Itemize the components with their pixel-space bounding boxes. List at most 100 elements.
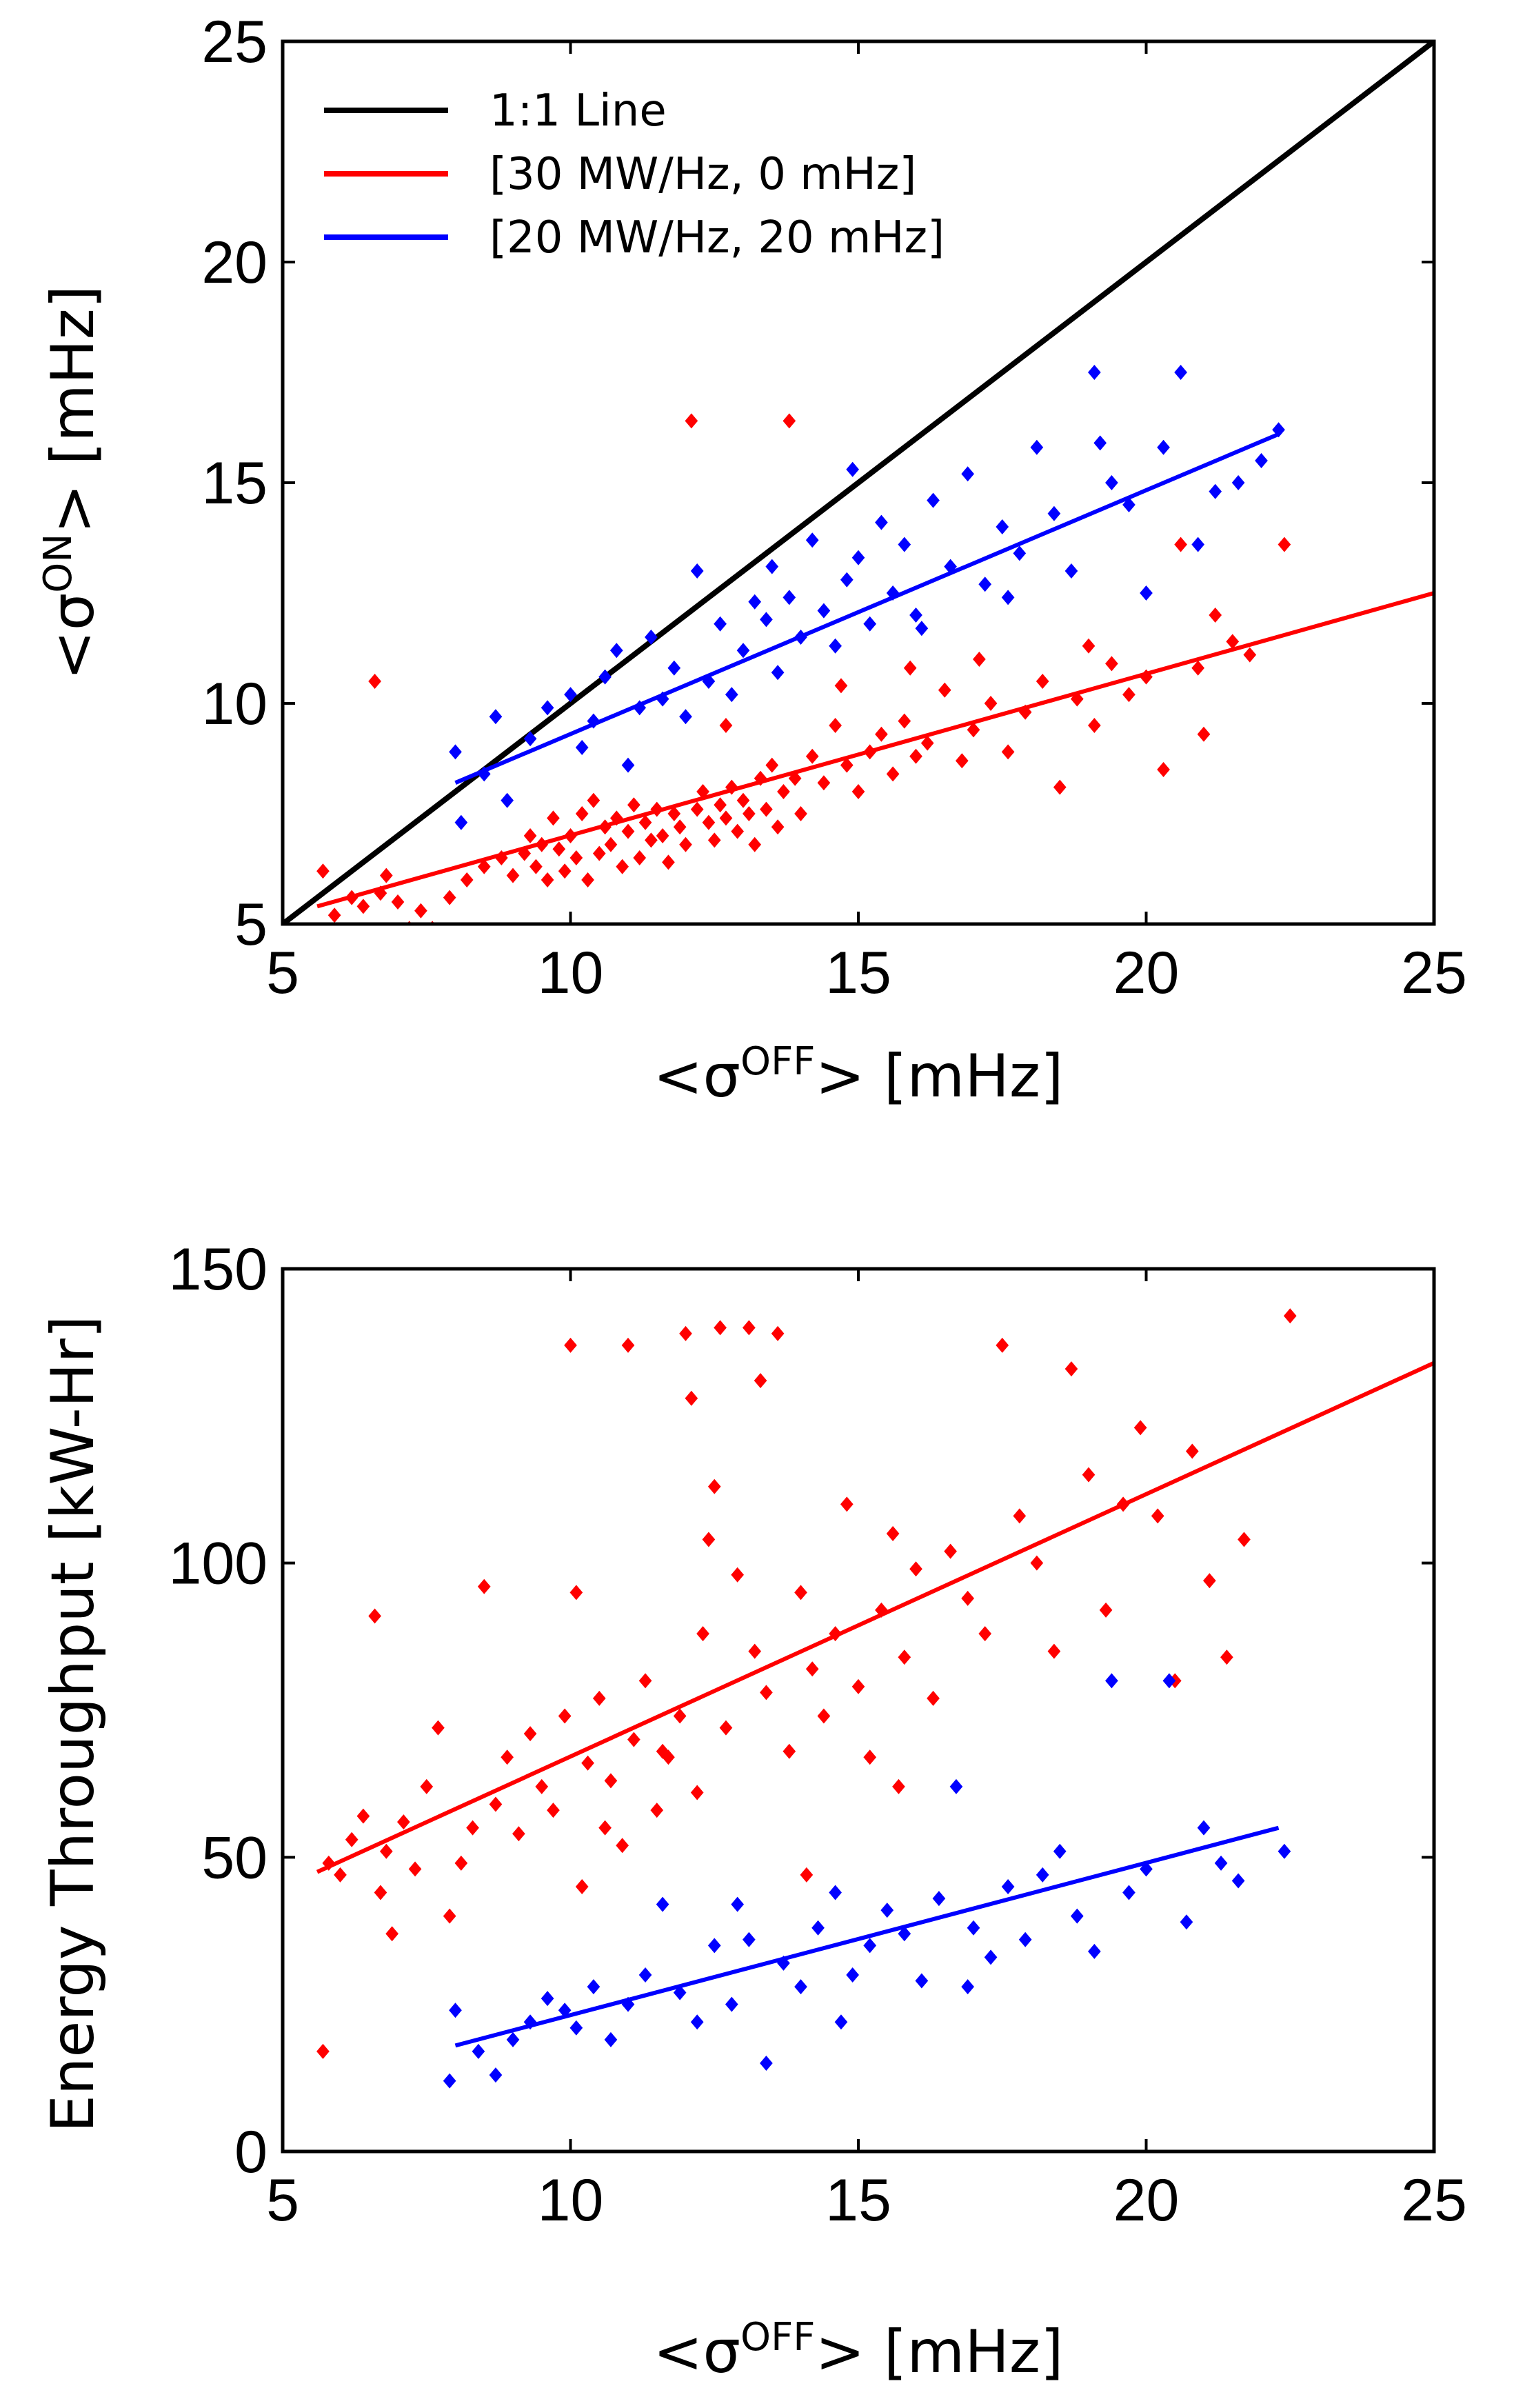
- c1-point-s1-23: [748, 594, 762, 610]
- c2-point-s0-78: [1203, 1573, 1216, 1589]
- c2-point-s1-43: [1180, 1914, 1193, 1930]
- c1-point-s0-52: [725, 779, 738, 795]
- c1-point-s1-44: [1030, 439, 1044, 455]
- c1-point-s0-89: [1157, 762, 1170, 777]
- c1-point-s1-31: [840, 572, 854, 588]
- c2-point-s1-3: [489, 2067, 503, 2083]
- c2-point-s0-54: [829, 1626, 842, 1642]
- c2-point-s1-0: [443, 2073, 456, 2089]
- c1-point-s0-54: [736, 792, 750, 808]
- c2-point-s0-28: [592, 1690, 606, 1706]
- c1-point-s0-39: [650, 801, 664, 817]
- c1-point-s0-87: [1122, 687, 1136, 703]
- c1-point-s1-34: [875, 514, 888, 530]
- c2-point-s1-22: [811, 1920, 825, 1936]
- c2-point-s1-14: [673, 1985, 687, 2000]
- c1-point-s0-90: [1174, 536, 1187, 552]
- c2-xtick-label-3: 20: [1113, 2167, 1180, 2234]
- c2-point-s1-15: [690, 2014, 704, 2030]
- chart2-ticks: 5 10 15 20 25 0 50 100 150: [169, 1236, 1467, 2234]
- c2-point-s0-0: [316, 2043, 330, 2059]
- c2-point-s0-49: [771, 1325, 785, 1341]
- c1-point-s0-45: [685, 413, 698, 429]
- c1-point-s0-13: [477, 859, 491, 874]
- c1-point-s0-94: [1243, 647, 1257, 663]
- c1-point-s0-24: [564, 828, 577, 843]
- c1-point-s0-40: [656, 828, 669, 843]
- c2-point-s1-49: [834, 2014, 848, 2030]
- c2-point-s0-8: [385, 1926, 398, 1942]
- c1-xtick-label-3: 20: [1113, 940, 1180, 1006]
- c2-point-s0-7: [379, 1843, 393, 1859]
- c1-point-s1-12: [621, 757, 635, 773]
- c2-point-s0-19: [512, 1826, 525, 1842]
- c2-point-s1-30: [949, 1778, 963, 1794]
- c1-point-s0-99: [903, 660, 917, 676]
- c1-point-s0-51: [719, 810, 733, 826]
- chart1-ylabel: <σON> [mHz]: [36, 285, 108, 681]
- c1-point-s0-33: [616, 859, 629, 874]
- c1-point-s0-47: [696, 784, 709, 799]
- c2-point-s0-74: [1133, 1420, 1147, 1436]
- c1-xtick-label-4: 25: [1401, 940, 1467, 1006]
- c1-xtick-label-0: 5: [266, 940, 299, 1006]
- c2-ytick-label-3: 150: [169, 1236, 268, 1303]
- c2-point-s0-69: [1047, 1643, 1061, 1659]
- c2-point-s1-17: [725, 1996, 738, 2012]
- c1-point-s1-11: [609, 643, 623, 659]
- c2-xtick-label-1: 10: [538, 2167, 604, 2234]
- c1-point-s0-26: [575, 806, 589, 821]
- c2-point-s1-35: [1036, 1867, 1049, 1883]
- c1-point-s0-37: [638, 814, 652, 830]
- c2-point-s1-34: [1018, 1932, 1032, 1947]
- c1-point-s1-50: [1140, 585, 1153, 601]
- c1-point-s0-30: [598, 819, 612, 835]
- chart1-xlabel: <σOFF> [mHz]: [653, 1039, 1063, 1112]
- c2-point-s1-47: [1278, 1843, 1291, 1859]
- c1-point-s0-28: [587, 792, 600, 808]
- c1-point-s1-37: [909, 608, 922, 623]
- chart2-points: [316, 1308, 1297, 2089]
- c1-point-s1-51: [1157, 439, 1170, 455]
- c1-point-s0-22: [552, 841, 566, 857]
- c1-point-s0-68: [840, 757, 854, 773]
- c1-point-s0-55: [743, 806, 756, 821]
- c1-point-s1-24: [760, 612, 773, 628]
- c1-point-s0-65: [805, 748, 819, 764]
- c2-point-s1-28: [915, 1973, 929, 1989]
- c1-point-s1-30: [829, 638, 842, 654]
- c2-point-s0-42: [714, 1320, 727, 1336]
- c1-point-s0-41: [662, 854, 675, 870]
- c1-point-s0-3: [356, 899, 370, 914]
- c1-point-s1-49: [1122, 497, 1136, 512]
- c1-point-s0-81: [1018, 704, 1032, 720]
- c2-point-s1-4: [506, 2031, 520, 2047]
- c1-point-s1-2: [477, 766, 491, 782]
- c1-point-s1-39: [944, 559, 957, 574]
- c2-line-1: [454, 1825, 1280, 2048]
- c1-point-s0-76: [938, 682, 951, 698]
- c1-point-s1-45: [1047, 505, 1061, 521]
- c1-point-s0-20: [541, 872, 554, 887]
- c1-point-s0-50: [714, 797, 727, 813]
- c2-point-s0-65: [978, 1626, 992, 1642]
- c2-point-s0-45: [743, 1320, 756, 1336]
- c1-point-s1-28: [805, 532, 819, 548]
- c2-point-s0-39: [690, 1785, 704, 1800]
- c2-point-s0-21: [535, 1778, 549, 1794]
- c1-xtick-label-1: 10: [538, 940, 604, 1006]
- c2-point-s1-13: [656, 1896, 669, 1912]
- c1-point-s1-58: [1093, 435, 1107, 451]
- c2-point-s0-31: [621, 1337, 635, 1353]
- c1-point-s0-16: [518, 845, 532, 861]
- c1-point-s0-63: [788, 770, 802, 786]
- c1-point-s0-46: [690, 801, 704, 817]
- c2-point-s0-4: [356, 1808, 370, 1824]
- c1-point-s0-82: [1036, 674, 1049, 689]
- c1-point-s0-12: [460, 872, 474, 887]
- c2-point-s0-64: [961, 1590, 974, 1606]
- c1-point-s1-59: [1001, 590, 1015, 605]
- c1-point-s0-61: [777, 784, 790, 799]
- c2-point-s1-26: [880, 1903, 894, 1918]
- c2-point-s0-29: [604, 1773, 618, 1789]
